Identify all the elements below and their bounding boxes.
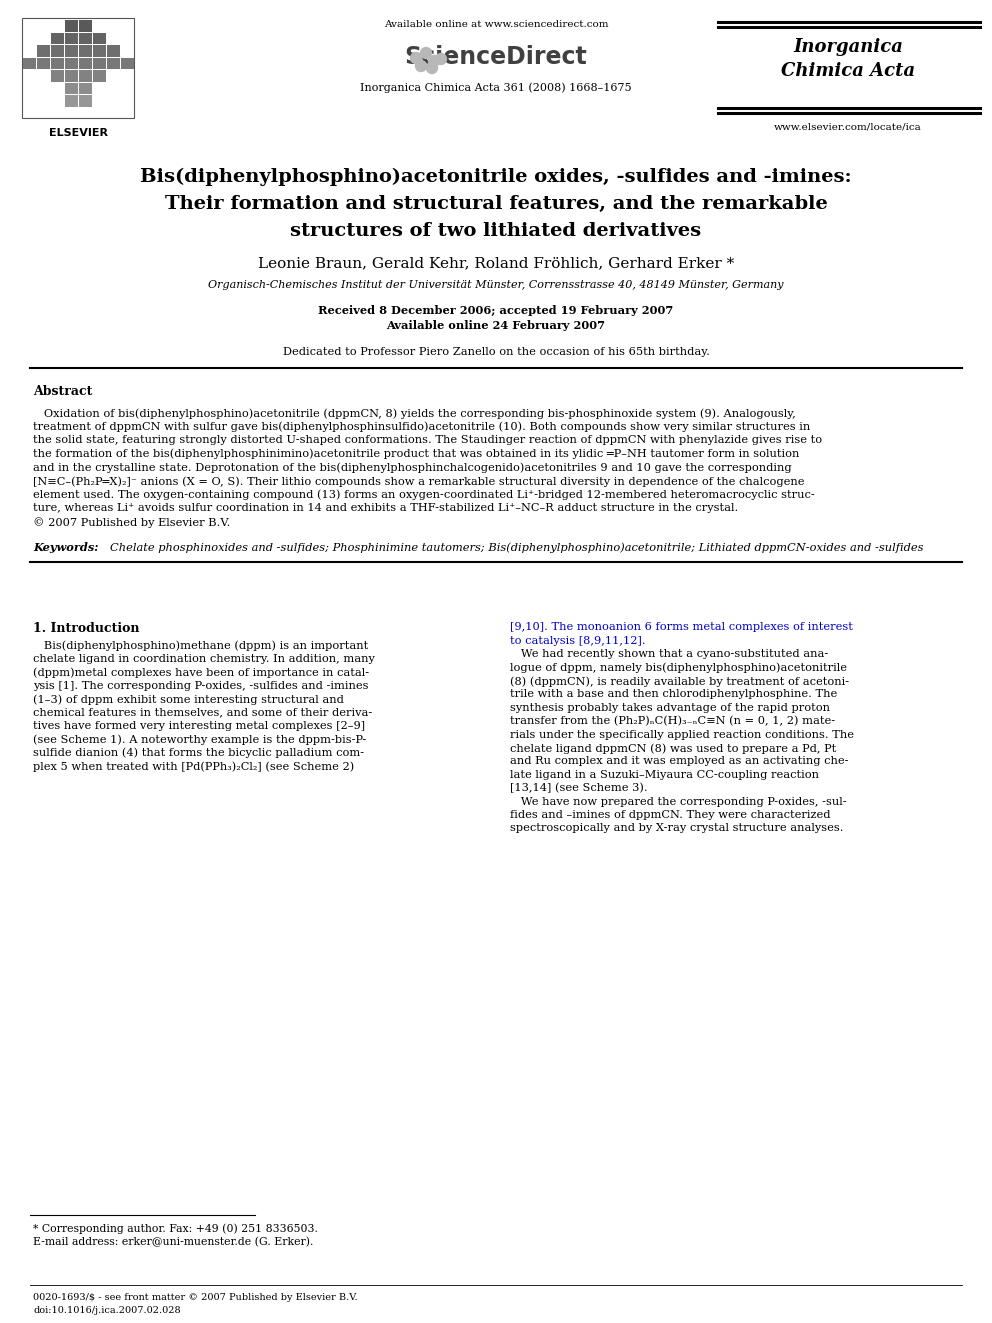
Text: Organisch-Chemisches Institut der Universität Münster, Corrensstrasse 40, 48149 : Organisch-Chemisches Institut der Univer…	[208, 280, 784, 290]
Text: (1–3) of dppm exhibit some interesting structural and: (1–3) of dppm exhibit some interesting s…	[33, 695, 344, 705]
Text: chelate ligand in coordination chemistry. In addition, many: chelate ligand in coordination chemistry…	[33, 654, 375, 664]
Text: 0020-1693/$ - see front matter © 2007 Published by Elsevier B.V.: 0020-1693/$ - see front matter © 2007 Pu…	[33, 1293, 358, 1302]
Text: sulfide dianion (4) that forms the bicyclic palladium com-: sulfide dianion (4) that forms the bicyc…	[33, 747, 364, 758]
Text: [N≡C–(Ph₂P═X)₂]⁻ anions (X = O, S). Their lithio compounds show a remarkable str: [N≡C–(Ph₂P═X)₂]⁻ anions (X = O, S). Thei…	[33, 476, 805, 487]
Circle shape	[421, 48, 432, 58]
Text: Inorganica: Inorganica	[793, 38, 903, 56]
Text: the solid state, featuring strongly distorted U-shaped conformations. The Staudi: the solid state, featuring strongly dist…	[33, 435, 822, 446]
Text: Dedicated to Professor Piero Zanello on the occasion of his 65th birthday.: Dedicated to Professor Piero Zanello on …	[283, 347, 709, 357]
Text: to catalysis [8,9,11,12].: to catalysis [8,9,11,12].	[510, 636, 646, 646]
Text: (see Scheme 1). A noteworthy example is the dppm-bis-P-: (see Scheme 1). A noteworthy example is …	[33, 734, 366, 745]
Text: Keywords:: Keywords:	[33, 542, 98, 553]
Bar	[65, 95, 78, 106]
Text: spectroscopically and by X-ray crystal structure analyses.: spectroscopically and by X-ray crystal s…	[510, 823, 843, 833]
Text: trile with a base and then chlorodiphenylphosphine. The: trile with a base and then chlorodipheny…	[510, 689, 837, 700]
Bar	[65, 33, 78, 44]
Text: 1. Introduction: 1. Introduction	[33, 622, 140, 635]
Text: ELSEVIER: ELSEVIER	[49, 128, 107, 138]
Bar	[79, 33, 92, 44]
Bar	[107, 45, 120, 57]
Text: rials under the specifically applied reaction conditions. The: rials under the specifically applied rea…	[510, 729, 854, 740]
Bar	[79, 95, 92, 106]
Bar	[51, 33, 64, 44]
Bar	[51, 70, 64, 82]
Bar	[65, 57, 78, 69]
Bar	[65, 45, 78, 57]
Bar	[93, 70, 106, 82]
Text: Oxidation of bis(diphenylphosphino)acetonitrile (dppmCN, 8) yields the correspon: Oxidation of bis(diphenylphosphino)aceto…	[33, 407, 796, 418]
Bar	[51, 45, 64, 57]
Text: treatment of dppmCN with sulfur gave bis(diphenylphosphinsulfido)acetonitrile (1: treatment of dppmCN with sulfur gave bis…	[33, 422, 810, 433]
Bar	[51, 57, 64, 69]
Circle shape	[435, 53, 446, 65]
Text: Received 8 December 2006; accepted 19 February 2007: Received 8 December 2006; accepted 19 Fe…	[318, 306, 674, 316]
Text: fides and –imines of dppmCN. They were characterized: fides and –imines of dppmCN. They were c…	[510, 810, 830, 820]
Text: Chelate phosphinoxides and -sulfides; Phosphinimine tautomers; Bis(diphenylphosp: Chelate phosphinoxides and -sulfides; Ph…	[110, 542, 924, 553]
Text: E-mail address: erker@uni-muenster.de (G. Erker).: E-mail address: erker@uni-muenster.de (G…	[33, 1237, 313, 1248]
Text: © 2007 Published by Elsevier B.V.: © 2007 Published by Elsevier B.V.	[33, 517, 230, 528]
Text: Inorganica Chimica Acta 361 (2008) 1668–1675: Inorganica Chimica Acta 361 (2008) 1668–…	[360, 82, 632, 93]
Text: [9,10]. The monoanion 6 forms metal complexes of interest: [9,10]. The monoanion 6 forms metal comp…	[510, 622, 853, 632]
Bar	[79, 82, 92, 94]
Bar	[22, 19, 134, 118]
Bar	[23, 57, 36, 69]
Text: ScienceDirect: ScienceDirect	[405, 45, 587, 69]
Bar	[121, 57, 134, 69]
Text: transfer from the (Ph₂P)ₙC(H)₃₋ₙC≡N (n = 0, 1, 2) mate-: transfer from the (Ph₂P)ₙC(H)₃₋ₙC≡N (n =…	[510, 716, 835, 726]
Bar	[79, 57, 92, 69]
Text: We have now prepared the corresponding P-oxides, -sul-: We have now prepared the corresponding P…	[510, 796, 846, 807]
Text: structures of two lithiated derivatives: structures of two lithiated derivatives	[291, 222, 701, 239]
Text: plex 5 when treated with [Pd(PPh₃)₂Cl₂] (see Scheme 2): plex 5 when treated with [Pd(PPh₃)₂Cl₂] …	[33, 761, 354, 771]
Text: synthesis probably takes advantage of the rapid proton: synthesis probably takes advantage of th…	[510, 703, 830, 713]
Text: and Ru complex and it was employed as an activating che-: and Ru complex and it was employed as an…	[510, 757, 848, 766]
Text: (8) (dppmCN), is readily available by treatment of acetoni-: (8) (dppmCN), is readily available by tr…	[510, 676, 849, 687]
Bar	[79, 20, 92, 32]
Bar	[65, 82, 78, 94]
Circle shape	[427, 62, 437, 74]
Bar	[79, 45, 92, 57]
Circle shape	[416, 61, 427, 71]
Text: Bis(diphenylphosphino)acetonitrile oxides, -sulfides and -imines:: Bis(diphenylphosphino)acetonitrile oxide…	[140, 168, 852, 187]
Text: Leonie Braun, Gerald Kehr, Roland Fröhlich, Gerhard Erker *: Leonie Braun, Gerald Kehr, Roland Fröhli…	[258, 255, 734, 270]
Bar	[93, 45, 106, 57]
Text: element used. The oxygen-containing compound (13) forms an oxygen-coordinated Li: element used. The oxygen-containing comp…	[33, 490, 814, 500]
Text: Their formation and structural features, and the remarkable: Their formation and structural features,…	[165, 194, 827, 213]
Text: chelate ligand dppmCN (8) was used to prepare a Pd, Pt: chelate ligand dppmCN (8) was used to pr…	[510, 744, 836, 754]
Text: Available online at www.sciencedirect.com: Available online at www.sciencedirect.co…	[384, 20, 608, 29]
Circle shape	[411, 53, 422, 64]
Bar	[65, 20, 78, 32]
Text: ture, whereas Li⁺ avoids sulfur coordination in 14 and exhibits a THF-stabilized: ture, whereas Li⁺ avoids sulfur coordina…	[33, 503, 738, 513]
Bar	[79, 70, 92, 82]
Bar	[93, 57, 106, 69]
Text: Abstract: Abstract	[33, 385, 92, 398]
Text: www.elsevier.com/locate/ica: www.elsevier.com/locate/ica	[774, 123, 922, 132]
Text: ysis [1]. The corresponding P-oxides, -sulfides and -imines: ysis [1]. The corresponding P-oxides, -s…	[33, 680, 368, 691]
Text: and in the crystalline state. Deprotonation of the bis(diphenylphosphinchalcogen: and in the crystalline state. Deprotonat…	[33, 463, 792, 472]
Text: We had recently shown that a cyano-substituted ana-: We had recently shown that a cyano-subst…	[510, 650, 828, 659]
Text: chemical features in themselves, and some of their deriva-: chemical features in themselves, and som…	[33, 708, 372, 717]
Bar	[93, 33, 106, 44]
Text: (dppm)metal complexes have been of importance in catal-: (dppm)metal complexes have been of impor…	[33, 667, 369, 677]
Text: Chimica Acta: Chimica Acta	[781, 62, 915, 79]
Bar	[65, 70, 78, 82]
Bar	[37, 57, 50, 69]
Text: the formation of the bis(diphenylphosphinimino)acetonitrile product that was obt: the formation of the bis(diphenylphosphi…	[33, 448, 800, 459]
Text: tives have formed very interesting metal complexes [2–9]: tives have formed very interesting metal…	[33, 721, 365, 730]
Text: late ligand in a Suzuki–Miyaura CC-coupling reaction: late ligand in a Suzuki–Miyaura CC-coupl…	[510, 770, 819, 779]
Text: * Corresponding author. Fax: +49 (0) 251 8336503.: * Corresponding author. Fax: +49 (0) 251…	[33, 1222, 317, 1233]
Text: Available online 24 February 2007: Available online 24 February 2007	[387, 320, 605, 331]
Text: logue of dppm, namely bis(diphenylphosphino)acetonitrile: logue of dppm, namely bis(diphenylphosph…	[510, 663, 847, 673]
Bar	[37, 45, 50, 57]
Text: [13,14] (see Scheme 3).: [13,14] (see Scheme 3).	[510, 783, 648, 794]
Bar	[107, 57, 120, 69]
Text: doi:10.1016/j.ica.2007.02.028: doi:10.1016/j.ica.2007.02.028	[33, 1306, 181, 1315]
Circle shape	[429, 56, 439, 66]
Text: Bis(diphenylphosphino)methane (dppm) is an important: Bis(diphenylphosphino)methane (dppm) is …	[33, 640, 368, 651]
